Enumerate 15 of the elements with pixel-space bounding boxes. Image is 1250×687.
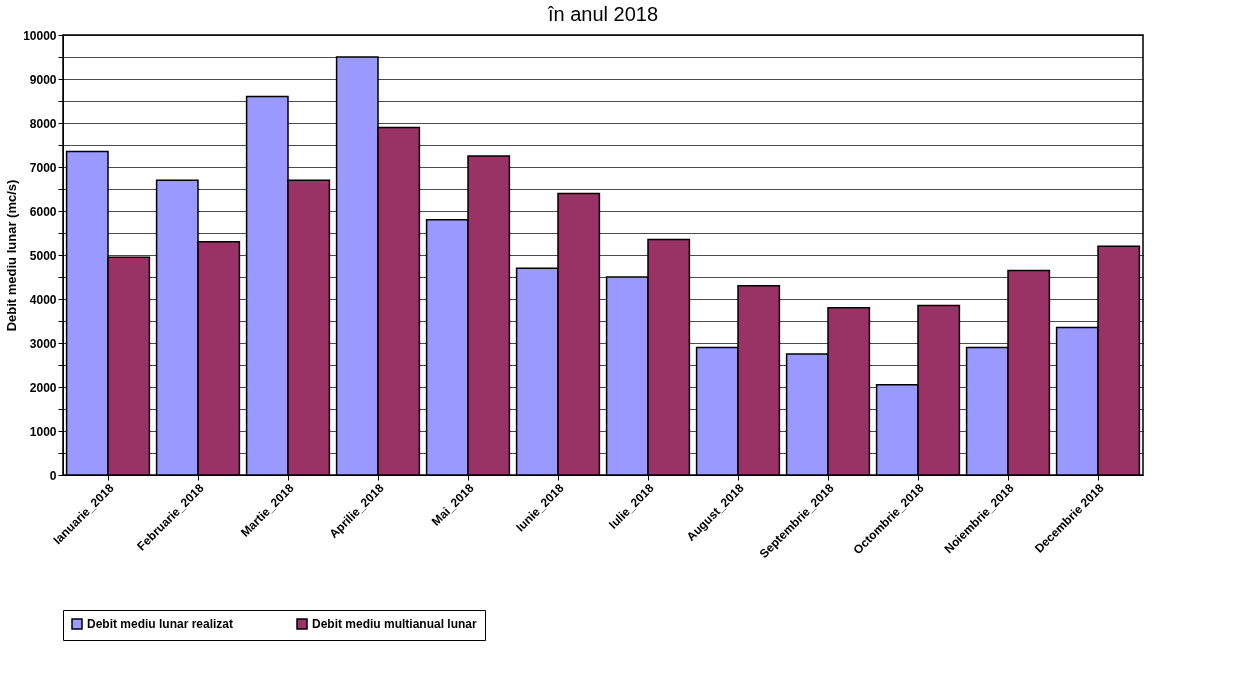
y-tick-label: 7000: [29, 160, 57, 175]
legend-label: Debit mediu lunar realizat: [87, 617, 234, 631]
y-tick-label: 2000: [29, 380, 57, 395]
y-tick-label: 1000: [29, 424, 57, 439]
y-tick-label: 8000: [29, 116, 57, 131]
y-tick-label: 9000: [29, 72, 57, 87]
legend-label: Debit mediu multianual lunar: [312, 617, 478, 631]
y-tick-label: 3000: [29, 336, 57, 351]
y-tick-label: 6000: [29, 204, 57, 219]
y-axis-title: Debit mediu lunar (mc/s): [4, 179, 20, 332]
chart-title: în anul 2018: [546, 3, 659, 25]
y-tick-label: 0: [49, 468, 57, 483]
y-tick-label: 10000: [23, 28, 57, 43]
y-tick-label: 4000: [29, 292, 57, 307]
y-tick-label: 5000: [29, 248, 57, 263]
